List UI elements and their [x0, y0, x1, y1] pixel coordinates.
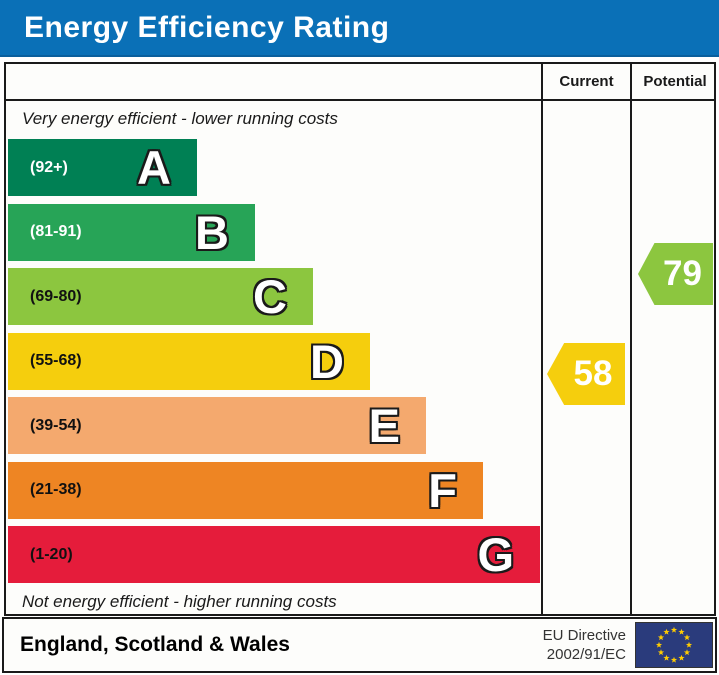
footer-bar: England, Scotland & Wales EU Directive 2… [2, 617, 717, 673]
band-a-range: (92+) [30, 158, 68, 176]
band-a: (92+) A [8, 139, 197, 196]
band-c-letter: C [253, 270, 287, 323]
bottom-caption: Not energy efficient - higher running co… [22, 592, 337, 611]
band-f-range: (21-38) [30, 481, 82, 498]
band-e: (39-54) E [8, 397, 426, 454]
page-title: Energy Efficiency Rating [24, 10, 390, 44]
rating-bands: (92+) A (81-91) B (69-80) C (55-68) D (3… [8, 139, 541, 591]
column-header-potential: Potential [643, 73, 707, 90]
current-rating-value: 58 [573, 354, 613, 393]
potential-rating-value: 79 [663, 254, 702, 293]
current-column-divider [541, 64, 543, 614]
band-c: (69-80) C [8, 268, 313, 325]
band-g-letter: G [477, 528, 514, 581]
band-g: (1-20) G [8, 526, 540, 583]
band-b: (81-91) B [8, 203, 255, 261]
current-rating-pointer: 58 [547, 343, 625, 405]
band-e-letter: E [368, 399, 400, 452]
eu-directive-line1: EU Directive [542, 627, 626, 644]
top-caption: Very energy efficient - lower running co… [22, 109, 338, 128]
band-b-range: (81-91) [30, 223, 82, 240]
band-e-range: (39-54) [30, 416, 82, 434]
region-label: England, Scotland & Wales [20, 633, 290, 656]
band-b-letter: B [195, 205, 229, 259]
band-g-range: (1-20) [30, 545, 73, 563]
header-divider-line [6, 99, 714, 101]
eu-directive-line2: 2002/91/EC [546, 646, 626, 663]
eu-directive-label: EU Directive 2002/91/EC [543, 626, 635, 664]
band-d: (55-68) D [8, 332, 370, 390]
potential-column-divider [630, 64, 632, 614]
rating-table: Current Potential Very energy efficient … [4, 62, 716, 616]
band-d-range: (55-68) [30, 352, 82, 369]
band-f: (21-38) F [8, 461, 483, 519]
band-c-range: (69-80) [30, 287, 82, 305]
potential-rating-pointer: 79 [638, 243, 713, 305]
title-bar: Energy Efficiency Rating [0, 0, 719, 57]
band-f-letter: F [428, 463, 457, 517]
eu-flag-icon [635, 622, 713, 668]
band-a-letter: A [137, 141, 171, 194]
column-header-current: Current [559, 73, 614, 90]
band-d-letter: D [310, 334, 344, 388]
